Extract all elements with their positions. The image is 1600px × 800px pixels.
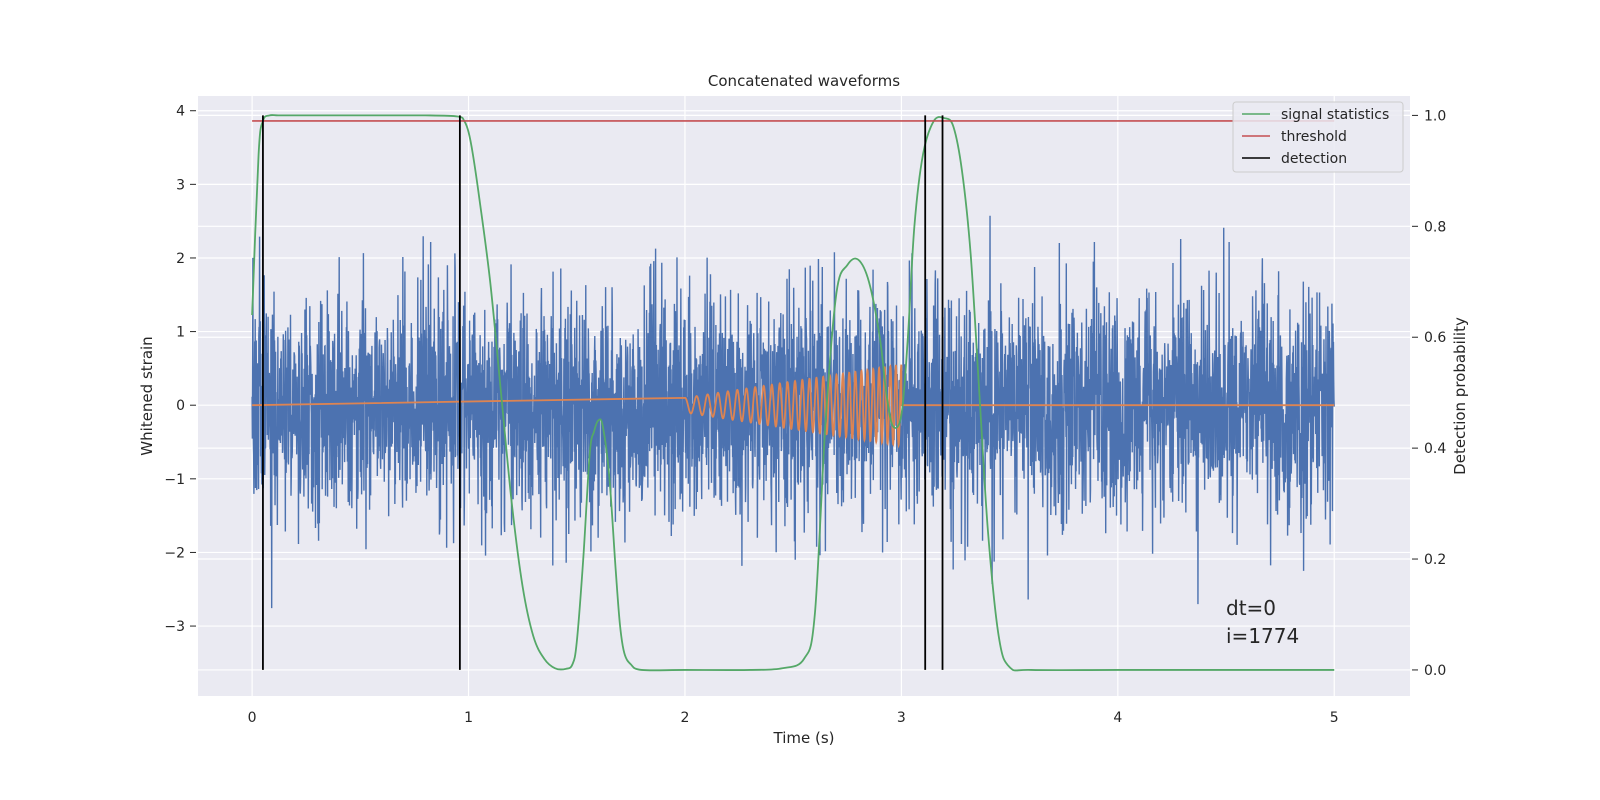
x-tick-label: 5 bbox=[1330, 710, 1339, 726]
x-tick-label: 1 bbox=[464, 710, 473, 726]
y-tick-label-left: 1 bbox=[176, 325, 185, 341]
annotation-index: i=1774 bbox=[1226, 624, 1299, 648]
y-tick-label-right: 0.2 bbox=[1424, 552, 1446, 568]
y-tick-label-right: 0.6 bbox=[1424, 330, 1446, 346]
y-tick-label-right: 1.0 bbox=[1424, 108, 1446, 124]
y-tick-label-left: 2 bbox=[176, 251, 185, 267]
legend-label-signal-statistics: signal statistics bbox=[1281, 107, 1389, 123]
x-axis-label: Time (s) bbox=[773, 729, 835, 747]
series-signal-statistics bbox=[251, 114, 1335, 672]
series-layer bbox=[251, 114, 1335, 672]
y-tick-label-left: −1 bbox=[164, 472, 185, 488]
x-tick-label: 3 bbox=[897, 710, 906, 726]
ticks: 0 1 2 3 4 5 −3 −2 −1 0 1 2 3 4 0.0 0.2 0.4 0.6 0.8 1.0 bbox=[164, 104, 1446, 726]
series-chirp-waveform bbox=[252, 363, 1335, 449]
legend-label-detection: detection bbox=[1281, 151, 1347, 167]
chart-title: Concatenated waveforms bbox=[708, 72, 900, 90]
y-axis-label-left: Whitened strain bbox=[138, 336, 156, 455]
y-tick-label-left: 3 bbox=[176, 177, 185, 193]
x-tick-label: 2 bbox=[681, 710, 690, 726]
x-tick-label: 4 bbox=[1113, 710, 1122, 726]
y-tick-label-left: 0 bbox=[176, 398, 185, 414]
y-tick-label-right: 0.0 bbox=[1424, 663, 1446, 679]
legend-box bbox=[1232, 101, 1404, 173]
y-tick-label-left: −2 bbox=[164, 545, 185, 561]
y-axis-label-right: Detection probability bbox=[1451, 317, 1469, 475]
y-tick-label-right: 0.4 bbox=[1424, 441, 1446, 457]
legend-label-threshold: threshold bbox=[1281, 129, 1347, 145]
x-tick-label: 0 bbox=[248, 710, 257, 726]
y-tick-label-left: 4 bbox=[176, 104, 185, 120]
y-tick-label-left: −3 bbox=[164, 619, 185, 635]
y-tick-label-right: 0.8 bbox=[1424, 219, 1446, 235]
legend: signal statistics threshold detection bbox=[1232, 101, 1404, 173]
annotation-dt: dt=0 bbox=[1226, 596, 1276, 620]
